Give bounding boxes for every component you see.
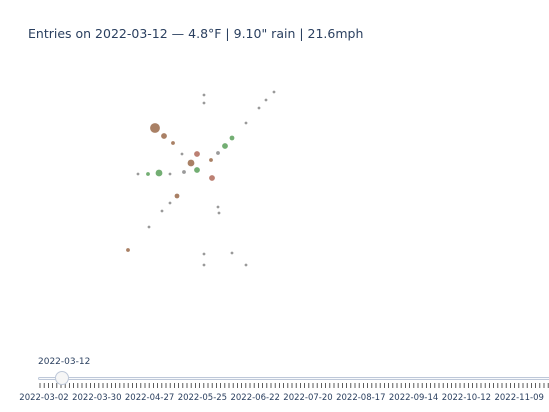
scatter-point xyxy=(216,151,220,155)
scatter-point xyxy=(147,225,151,229)
chart-title: Entries on 2022-03-12 — 4.8°F | 9.10" ra… xyxy=(28,26,364,41)
scatter-point xyxy=(244,263,248,267)
slider-current-value: 2022-03-12 xyxy=(38,357,91,367)
scatter-point xyxy=(187,159,195,167)
scatter-point xyxy=(264,98,268,102)
slider-tick-label[interactable]: 2022-03-02 xyxy=(19,393,69,403)
scatter-point xyxy=(182,170,186,174)
slider-tick-label[interactable]: 2022-06-22 xyxy=(230,393,280,403)
scatter-point xyxy=(209,175,215,181)
scatter-point xyxy=(168,172,172,176)
scatter-point xyxy=(146,172,150,176)
scatter-point xyxy=(161,133,167,139)
scatter-point xyxy=(174,193,180,199)
scatter-point xyxy=(171,141,175,145)
slider-tick-label[interactable]: 2022-09-14 xyxy=(388,393,439,403)
scatter-point xyxy=(150,123,160,133)
slider-tick-label[interactable]: 2022-07-20 xyxy=(283,393,333,403)
scatter-point xyxy=(202,93,206,97)
slider-tick-label[interactable]: 2022-04-27 xyxy=(124,393,175,403)
scatter-point xyxy=(202,101,206,105)
scatter-point xyxy=(160,209,164,213)
scatter-plot xyxy=(126,90,276,267)
slider-tick-label[interactable]: 2022-03-30 xyxy=(72,393,122,403)
date-slider-rail[interactable] xyxy=(38,377,549,380)
scatter-point xyxy=(155,169,163,177)
scatter-point xyxy=(216,205,220,209)
scatter-point xyxy=(194,151,200,157)
scatter-point xyxy=(136,172,140,176)
scatter-point xyxy=(202,263,206,267)
scatter-point xyxy=(168,201,172,205)
scatter-point xyxy=(180,152,184,156)
slider-ticks xyxy=(39,383,549,388)
scatter-point xyxy=(202,252,206,256)
scatter-point xyxy=(230,251,234,255)
scatter-point xyxy=(126,248,130,252)
slider-tick-label[interactable]: 2022-10-12 xyxy=(441,393,492,403)
date-slider-handle[interactable] xyxy=(55,371,69,385)
scatter-point xyxy=(244,121,248,125)
scatter-point xyxy=(272,90,276,94)
slider-tick-label[interactable]: 2022-11-09 xyxy=(494,393,544,403)
scatter-point xyxy=(229,135,235,141)
slider-tick-label[interactable]: 2022-08-17 xyxy=(336,393,386,403)
scatter-point xyxy=(217,211,221,215)
slider-tick-label[interactable]: 2022-05-25 xyxy=(177,393,228,403)
scatter-point xyxy=(257,106,261,110)
scatter-point xyxy=(194,167,200,173)
scatter-point xyxy=(222,143,228,149)
scatter-point xyxy=(209,158,213,162)
